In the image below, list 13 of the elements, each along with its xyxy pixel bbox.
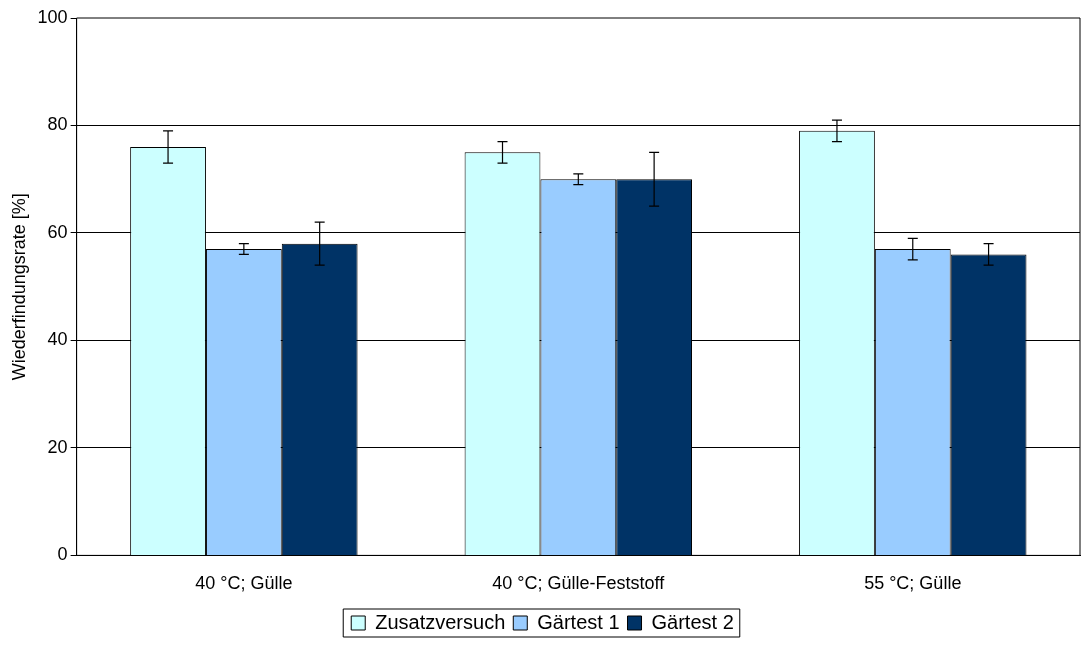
y-tick-label: 60 <box>47 221 68 242</box>
legend-label: Gärtest 2 <box>651 610 734 633</box>
legend-label: Gärtest 1 <box>537 610 620 633</box>
x-tick-label: 40 °C; Gülle <box>195 573 293 594</box>
y-axis-title: Wiederfindungsrate [%] <box>8 193 29 381</box>
x-tick-label: 55 °C; Gülle <box>864 573 962 594</box>
y-tick-label: 80 <box>47 114 68 135</box>
y-tick-label: 0 <box>57 544 68 565</box>
y-tick-label: 40 <box>47 329 68 350</box>
y-tick-label: 20 <box>47 436 68 457</box>
y-tick-label: 100 <box>37 6 68 27</box>
x-tick-label: 40 °C; Gülle-Feststoff <box>492 573 666 594</box>
legend-label: Zusatzversuch <box>375 610 506 633</box>
